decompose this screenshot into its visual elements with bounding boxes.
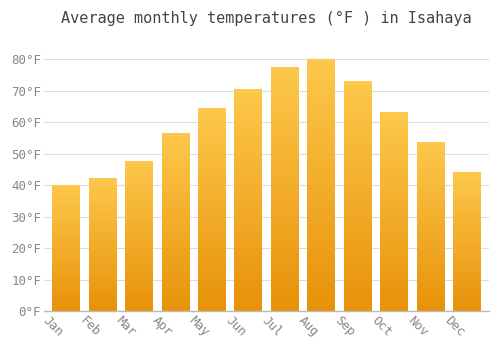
Bar [344, 82, 372, 311]
Bar [125, 162, 152, 311]
Bar [417, 143, 444, 311]
Bar [308, 60, 335, 311]
Title: Average monthly temperatures (°F ) in Isahaya: Average monthly temperatures (°F ) in Is… [61, 11, 472, 26]
Bar [52, 185, 80, 311]
Bar [162, 133, 189, 311]
Bar [380, 113, 407, 311]
Bar [198, 108, 226, 311]
Bar [234, 89, 262, 311]
Bar [454, 173, 480, 311]
Bar [88, 179, 116, 311]
Bar [271, 67, 298, 311]
